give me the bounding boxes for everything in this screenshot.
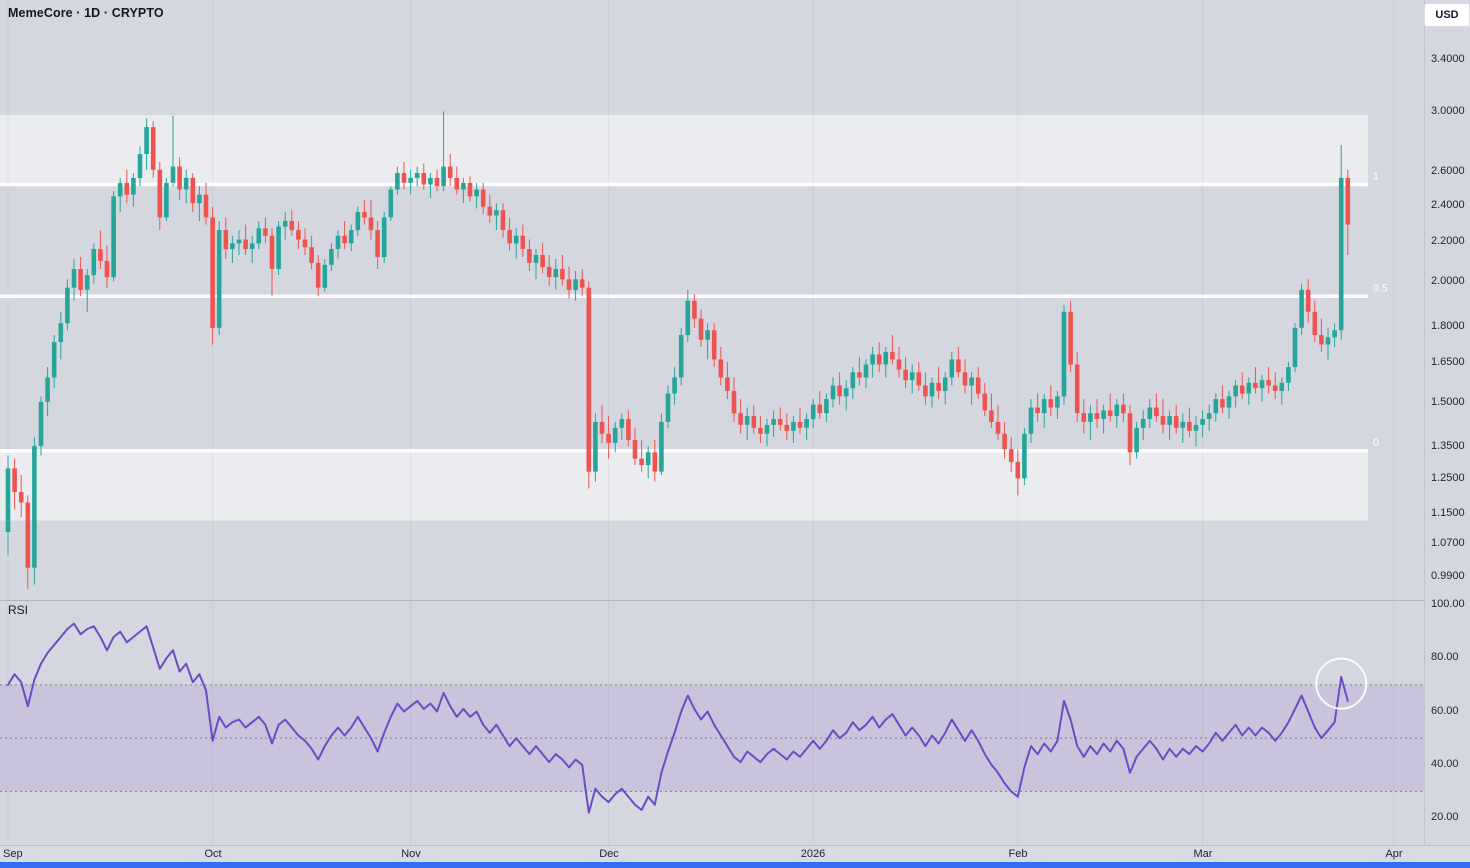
fib-level-label: 1	[1373, 171, 1379, 183]
fib-level-label: 0	[1373, 437, 1379, 449]
time-tick-label: Dec	[599, 848, 619, 860]
time-axis[interactable]: Sep Oct Nov Dec 2026 Feb Mar Apr	[0, 845, 1470, 862]
rsi-highlight-circle-annotation[interactable]	[1315, 657, 1368, 710]
price-tick-label: 1.0700	[1431, 537, 1465, 549]
rsi-tick-label: 100.00	[1431, 598, 1465, 610]
currency-toggle-button[interactable]: USD	[1424, 3, 1470, 27]
rsi-tick-label: 40.00	[1431, 758, 1459, 770]
price-tick-label: 1.3500	[1431, 440, 1465, 452]
bottom-accent-bar	[0, 862, 1470, 868]
symbol-title[interactable]: MemeCore · 1D · CRYPTO	[8, 6, 164, 20]
price-tick-label: 0.9900	[1431, 570, 1465, 582]
price-tick-label: 1.2500	[1431, 472, 1465, 484]
rsi-tick-label: 60.00	[1431, 705, 1459, 717]
rsi-tick-label: 20.00	[1431, 811, 1459, 823]
price-tick-label: 1.8000	[1431, 320, 1465, 332]
price-tick-label: 2.0000	[1431, 275, 1465, 287]
price-tick-label: 1.5000	[1431, 396, 1465, 408]
price-tick-label: 2.4000	[1431, 199, 1465, 211]
rsi-indicator-label[interactable]: RSI	[8, 603, 29, 617]
time-tick-label: Oct	[204, 848, 222, 860]
time-tick-label: Apr	[1385, 848, 1403, 860]
time-tick-label: Mar	[1193, 848, 1213, 860]
rsi-line[interactable]	[7, 622, 1349, 814]
price-tick-label: 2.6000	[1431, 165, 1465, 177]
price-tick-label: 1.1500	[1431, 507, 1465, 519]
price-axis[interactable]: USD 3.4000 3.0000 2.6000 2.4000 2.2000 2.0000…	[1424, 0, 1470, 845]
candlestick-pane[interactable]: 10.50	[0, 0, 1424, 600]
rsi-pane[interactable]	[0, 600, 1424, 845]
time-tick-label: Nov	[401, 848, 421, 860]
fib-level-label: 0.5	[1373, 282, 1388, 294]
rsi-tick-label: 80.00	[1431, 651, 1459, 663]
time-tick-label: Feb	[1008, 848, 1028, 860]
price-tick-label: 1.6500	[1431, 356, 1465, 368]
price-tick-label: 2.2000	[1431, 235, 1465, 247]
time-tick-label: Sep	[3, 848, 23, 860]
time-tick-label: 2026	[800, 848, 826, 860]
price-tick-label: 3.4000	[1431, 53, 1465, 65]
price-tick-label: 3.0000	[1431, 105, 1465, 117]
